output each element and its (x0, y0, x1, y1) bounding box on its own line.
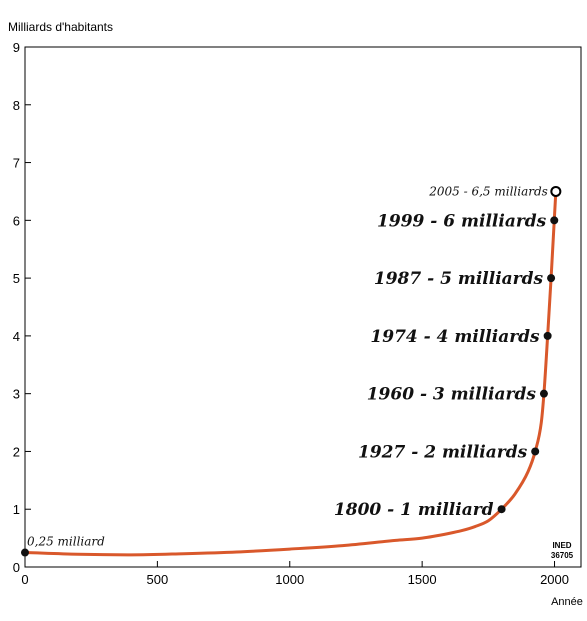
y-tick-label: 0 (13, 560, 20, 575)
y-tick-label: 7 (13, 156, 20, 171)
data-point-marker (21, 548, 29, 557)
annotation-label: 2005 - 6,5 milliards (428, 184, 548, 198)
annotation-label: 1987 - 5 milliards (374, 269, 544, 289)
y-axis-title: Milliards d'habitants (8, 20, 113, 34)
y-tick-label: 8 (13, 98, 20, 113)
annotation-label: 0,25 milliard (27, 535, 105, 549)
data-point-marker (539, 389, 548, 398)
y-tick-label: 4 (13, 329, 20, 344)
x-tick-label: 1000 (275, 572, 304, 587)
annotation-label: 1960 - 3 milliards (367, 385, 537, 405)
plot-frame (24, 46, 582, 568)
y-tick-label: 2 (13, 444, 20, 459)
x-axis-title: Année (551, 596, 583, 608)
y-axis: 0 1 2 3 4 5 6 7 8 9 (13, 40, 31, 575)
x-tick-label: 1500 (408, 572, 437, 587)
annotation-label: 1927 - 2 milliards (358, 442, 528, 462)
y-tick-label: 1 (13, 502, 20, 517)
annotation-label: 1999 - 6 milliards (377, 211, 547, 231)
x-tick-label: 0 (21, 572, 28, 587)
data-point-marker (543, 331, 552, 340)
data-point-marker (547, 274, 556, 283)
y-tick-label: 5 (13, 271, 20, 286)
y-tick-label: 6 (13, 213, 20, 228)
data-point-marker (531, 447, 540, 456)
annotation-label: 1974 - 4 milliards (370, 327, 540, 347)
x-tick-label: 2000 (540, 572, 569, 587)
annotation-label: 1800 - 1 milliard (334, 500, 494, 520)
source-label-ined: INED (552, 541, 571, 550)
x-axis: 0 500 1000 1500 2000 (21, 561, 569, 587)
y-tick-label: 9 (13, 40, 20, 55)
x-tick-label: 500 (147, 572, 169, 587)
data-point-marker (550, 185, 562, 197)
y-tick-label: 3 (13, 387, 20, 402)
data-point-marker (497, 505, 506, 514)
source-label-code: 36705 (551, 551, 574, 560)
population-curve (23, 189, 558, 557)
annotations: 0,25 milliard 1800 - 1 milliard 1927 - 2 m… (21, 184, 562, 557)
data-point-marker (550, 216, 559, 225)
